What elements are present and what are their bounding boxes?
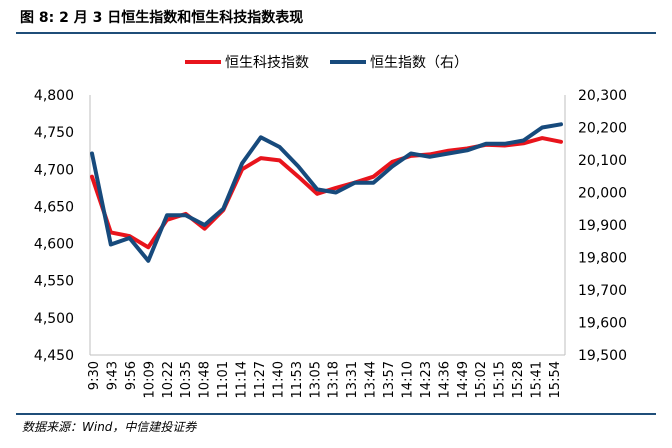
figure-title: 图 8: 2 月 3 日恒生指数和恒生科技指数表现	[20, 10, 304, 26]
left-tick-label: 4,450	[34, 348, 74, 364]
left-tick-label: 4,700	[34, 162, 74, 178]
figure-title-bar: 图 8: 2 月 3 日恒生指数和恒生科技指数表现	[16, 4, 656, 30]
x-tick-label: 15:02	[474, 361, 489, 398]
x-tick-label: 9:56	[124, 361, 139, 390]
right-tick-label: 20,200	[578, 121, 627, 137]
hsi-series-line	[90, 122, 563, 263]
left-tick-label: 4,600	[34, 237, 74, 253]
left-tick-label: 4,750	[34, 125, 74, 141]
right-tick-label: 19,800	[578, 251, 627, 267]
x-tick-label: 10:48	[198, 361, 213, 398]
x-tick-label: 14:36	[437, 361, 452, 398]
x-tick-label: 14:49	[456, 361, 471, 398]
x-tick-label: 11:01	[216, 361, 231, 398]
left-tick-label: 4,800	[34, 88, 74, 104]
x-tick-label: 11:14	[235, 361, 250, 398]
title-rule	[16, 32, 656, 34]
x-tick-label: 13:05	[308, 361, 323, 398]
left-tick-label: 4,550	[34, 274, 74, 290]
source-rule	[16, 413, 656, 415]
x-tick-label: 13:31	[345, 361, 360, 398]
right-tick-label: 19,900	[578, 218, 627, 234]
x-tick-label: 11:27	[253, 361, 268, 398]
legend: 恒生科技指数 恒生指数（右）	[185, 55, 468, 71]
legend-hsi-label: 恒生指数（右）	[370, 55, 468, 71]
x-tick-label: 15:15	[493, 361, 508, 398]
x-tick-label: 10:35	[179, 361, 194, 398]
x-tick-label: 15:28	[511, 361, 526, 398]
x-tick-label: 9:43	[105, 361, 120, 390]
left-tick-label: 4,650	[34, 199, 74, 215]
right-tick-label: 19,500	[578, 348, 627, 364]
x-tick-label: 10:22	[161, 361, 176, 398]
x-tick-label: 11:53	[290, 361, 305, 398]
x-tick-label: 15:54	[548, 361, 563, 398]
x-tick-label: 11:40	[271, 361, 286, 398]
right-tick-label: 19,700	[578, 283, 627, 299]
x-tick-label: 9:30	[87, 361, 102, 390]
legend-hstech-label: 恒生科技指数	[225, 55, 309, 71]
right-tick-label: 20,000	[578, 186, 627, 202]
x-tick-label: 10:09	[142, 361, 157, 398]
x-tick-label: 13:44	[364, 361, 379, 398]
x-tick-label: 15:41	[530, 361, 545, 398]
right-tick-label: 20,100	[578, 153, 627, 169]
x-tick-label: 13:57	[382, 361, 397, 398]
x-tick-label: 14:23	[419, 361, 434, 398]
x-tick-label: 13:18	[327, 361, 342, 398]
right-tick-label: 19,600	[578, 316, 627, 332]
right-tick-label: 20,300	[578, 88, 627, 104]
left-tick-label: 4,500	[34, 311, 74, 327]
source-note: 数据来源：Wind，中信建投证券	[22, 420, 197, 434]
x-tick-label: 14:10	[400, 361, 415, 398]
